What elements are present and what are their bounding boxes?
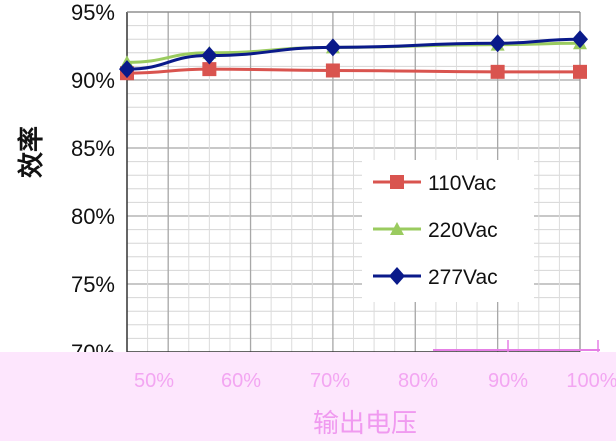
x-tick-label: 100% <box>566 370 616 392</box>
bottom-highlight-band <box>0 352 616 441</box>
y-tick-label: 95% <box>71 0 115 25</box>
x-axis-title: 输出电压 <box>313 409 417 439</box>
legend-label: 220Vac <box>428 219 498 242</box>
y-tick-label: 75% <box>71 272 115 297</box>
x-tick-label: 60% <box>221 370 261 392</box>
series-277Vac <box>119 30 588 79</box>
x-tick-labels: 50% 60% 70% 80% 90% 100% <box>134 340 616 392</box>
legend-entry: 110Vac <box>373 172 496 195</box>
marker-triangle <box>390 222 404 235</box>
y-tick-label: 85% <box>71 136 115 161</box>
marker-diamond <box>201 46 218 65</box>
series-lines <box>119 30 588 81</box>
y-tick-label: 80% <box>71 204 115 229</box>
marker-square <box>325 63 340 78</box>
x-tick-label: 80% <box>398 370 438 392</box>
legend: 110Vac 220Vac 277Vac <box>362 160 534 302</box>
marker-diamond <box>389 267 405 285</box>
x-tick-label: 90% <box>488 370 528 392</box>
legend-label: 277Vac <box>428 266 498 289</box>
marker-diamond <box>489 34 506 53</box>
marker-square <box>390 175 404 189</box>
y-tick-labels: 70%75%80%85%90%95% <box>71 0 115 365</box>
x-tick-label: 50% <box>134 370 174 392</box>
marker-square <box>202 62 217 77</box>
legend-entry: 277Vac <box>373 266 498 289</box>
series-110Vac <box>120 62 587 81</box>
marker-diamond <box>572 30 588 49</box>
legend-entry: 220Vac <box>373 219 498 242</box>
legend-label: 110Vac <box>428 172 496 195</box>
y-tick-label: 90% <box>71 68 115 93</box>
marker-square <box>573 64 587 79</box>
marker-diamond <box>119 60 135 79</box>
marker-diamond <box>324 38 341 57</box>
marker-square <box>490 64 505 79</box>
y-axis-title: 效率 <box>16 126 47 178</box>
x-tick-label: 70% <box>310 370 350 392</box>
